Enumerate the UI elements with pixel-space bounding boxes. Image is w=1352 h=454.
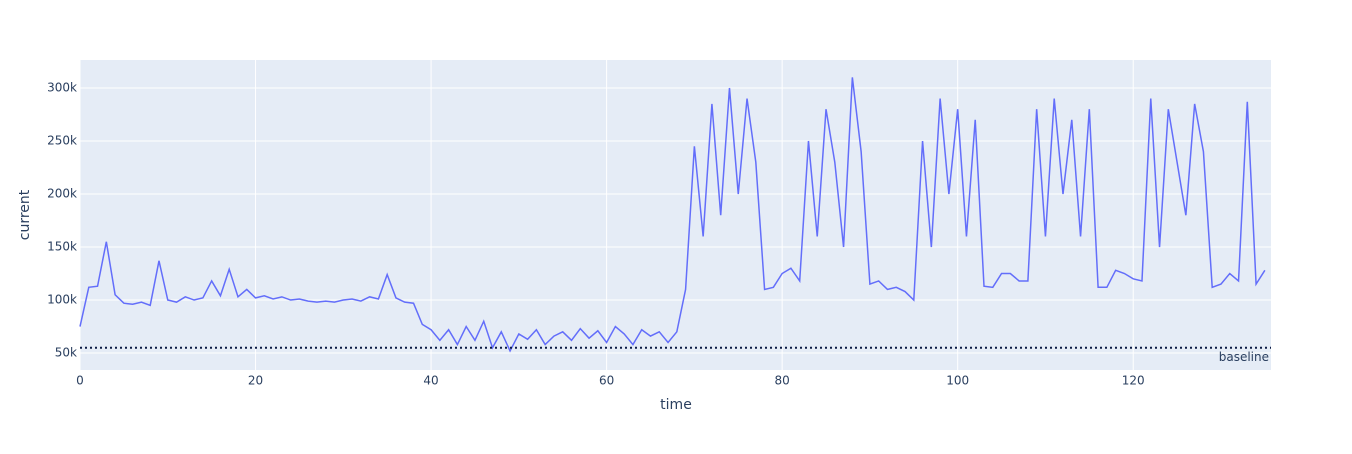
x-tick-label: 20 [248,374,263,388]
y-tick-label: 200k [47,187,77,201]
y-tick-label: 100k [47,293,77,307]
x-tick-label: 120 [1122,374,1145,388]
y-axis-title: current [17,189,33,240]
x-tick-label: 80 [774,374,789,388]
y-tick-label: 150k [47,240,77,254]
y-tick-label: 50k [55,346,77,360]
x-axis-title: time [660,397,692,413]
y-tick-label: 300k [47,80,77,94]
x-tick-label: 40 [423,374,438,388]
x-tick-label: 0 [76,374,84,388]
baseline-label: baseline [1219,350,1269,364]
x-tick-label: 100 [946,374,969,388]
x-tick-label: 60 [599,374,614,388]
plot-area [80,60,1271,370]
data-line [79,77,1266,353]
y-tick-label: 250k [47,133,77,147]
